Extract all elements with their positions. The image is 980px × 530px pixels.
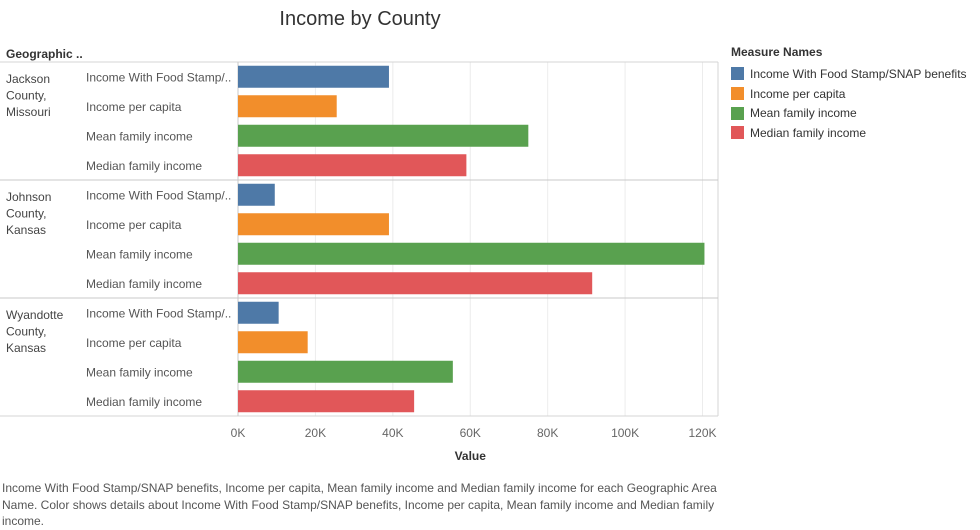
bar (238, 242, 705, 265)
bar (238, 301, 279, 324)
bar (238, 124, 529, 147)
x-tick-label: 80K (537, 426, 558, 440)
legend-swatch (731, 126, 744, 140)
chart-caption: Income With Food Stamp/SNAP benefits, In… (2, 481, 717, 528)
bar (238, 95, 337, 118)
bar (238, 272, 593, 295)
measure-label: Mean family income (86, 365, 193, 379)
legend-item[interactable]: Median family income (731, 123, 967, 143)
county-label: Wyandotte County, Kansas (6, 308, 64, 355)
bar (238, 213, 389, 236)
measure-label: Income With Food Stamp/.. (86, 70, 231, 84)
legend-label: Median family income (750, 125, 867, 140)
x-tick-label: 40K (382, 426, 403, 440)
measure-label: Median family income (86, 159, 202, 173)
x-tick-label: 0K (231, 426, 246, 440)
legend-swatch (731, 106, 744, 120)
legend-swatch (731, 87, 744, 101)
x-tick-label: 100K (611, 426, 639, 440)
measure-label: Mean family income (86, 129, 193, 143)
x-tick-label: 60K (460, 426, 481, 440)
x-axis-title: Value (455, 449, 487, 463)
measure-label: Income With Food Stamp/.. (86, 188, 231, 202)
bar-chart: Jackson County, Missouri Income With Food S… (0, 61, 719, 463)
bar (238, 65, 389, 88)
legend-label: Income With Food Stamp/SNAP benefits (750, 66, 967, 81)
measure-label: Income per capita (86, 100, 182, 114)
legend-swatch (731, 67, 744, 81)
county-label: Jackson County, Missouri (6, 72, 51, 119)
x-tick-label: 20K (305, 426, 326, 440)
legend-label: Income per capita (750, 86, 846, 101)
bar (238, 390, 415, 413)
county-label: Johnson County, Kansas (6, 190, 51, 237)
measure-label: Income per capita (86, 218, 182, 232)
measure-label: Income With Food Stamp/.. (86, 306, 231, 320)
legend: Measure Names Income With Food Stamp/SNA… (731, 45, 967, 143)
bar (238, 331, 308, 354)
legend-item[interactable]: Mean family income (731, 103, 967, 123)
legend-item[interactable]: Income per capita (731, 84, 967, 104)
measure-label: Income per capita (86, 336, 182, 350)
legend-title: Measure Names (731, 45, 823, 59)
bar (238, 360, 453, 383)
bar (238, 183, 275, 206)
measure-label: Mean family income (86, 247, 193, 261)
measure-label: Median family income (86, 395, 202, 409)
chart-title: Income by County (279, 8, 441, 30)
legend-label: Mean family income (750, 106, 857, 121)
bar (238, 154, 467, 177)
legend-item[interactable]: Income With Food Stamp/SNAP benefits (731, 64, 967, 84)
x-tick-label: 120K (689, 426, 717, 440)
geographic-row-header[interactable]: Geographic .. (6, 47, 83, 61)
measure-label: Median family income (86, 277, 202, 291)
